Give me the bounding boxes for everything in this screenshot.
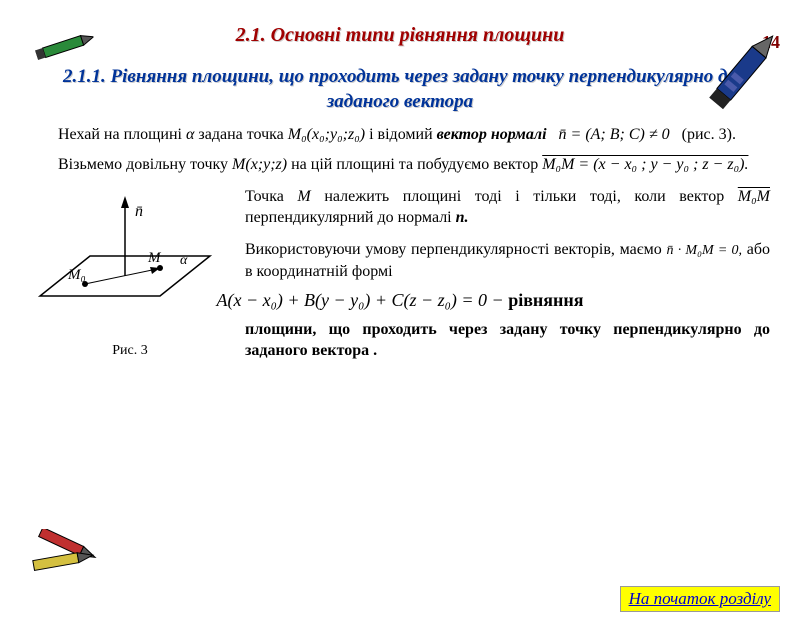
paragraph-1: Нехай на площині α задана точка M₀(x₀;y₀… bbox=[30, 124, 770, 146]
equation-text: A(x − x₀) + B(y − y₀) + C(z − z₀) = 0 − bbox=[216, 290, 503, 310]
text: Візьмемо довільну точку bbox=[58, 156, 232, 173]
crayon-icon bbox=[25, 529, 105, 574]
bold-term: вектор нормалі bbox=[437, 126, 547, 143]
point-m: M(x;y;z) bbox=[232, 156, 287, 173]
svg-text:n̄: n̄ bbox=[135, 203, 143, 220]
text: і відомий bbox=[365, 126, 437, 143]
text: задана точка bbox=[194, 126, 287, 143]
back-to-section-link[interactable]: На початок розділу bbox=[620, 586, 780, 612]
text: належить площині тоді і тільки тоді, кол… bbox=[311, 188, 738, 205]
paragraph-4: Використовуючи умову перпендикулярності … bbox=[245, 239, 770, 282]
formula-m0m: M₀M = (x − x₀ ; y − y₀ ; z − z₀). bbox=[542, 156, 748, 173]
n-bold: n. bbox=[456, 209, 469, 226]
figure-caption: Рис. 3 bbox=[30, 343, 230, 359]
eq-label: рівняння bbox=[508, 290, 583, 310]
point-m0: M₀(x₀;y₀;z₀) bbox=[288, 126, 365, 143]
paragraph-3: Точка M належить площині тоді і тільки т… bbox=[245, 186, 770, 229]
figure-3: n̄ M₀ M α Рис. 3 bbox=[30, 186, 230, 356]
section-title: 2.1. Основні типи рівняння площини bbox=[0, 24, 800, 47]
svg-text:M₀: M₀ bbox=[67, 267, 86, 283]
vec-m0m: M₀M bbox=[738, 188, 770, 205]
text: Точка bbox=[245, 188, 297, 205]
conclusion: площини, що проходить через задану точку… bbox=[245, 319, 770, 362]
formula-dot: n̄ · M₀M = 0, bbox=[666, 243, 742, 258]
text: площини, що проходить через задану точку… bbox=[245, 321, 770, 360]
text: (рис. 3). bbox=[682, 126, 736, 143]
svg-text:M: M bbox=[147, 250, 162, 266]
subsection-title: 2.1.1. Рівняння площини, що проходить че… bbox=[60, 65, 740, 114]
svg-text:α: α bbox=[180, 253, 188, 268]
text: перпендикулярний до нормалі bbox=[245, 209, 456, 226]
text: Нехай на площині bbox=[58, 126, 186, 143]
m-ital: M bbox=[297, 188, 310, 205]
paragraph-2: Візьмемо довільну точку M(x;y;z) на цій … bbox=[30, 154, 770, 176]
formula-normal: n̄ = (A; B; C) ≠ 0 bbox=[559, 126, 670, 143]
text: на цій площині та побудуємо вектор bbox=[287, 156, 542, 173]
text: Використовуючи умову перпендикулярності … bbox=[245, 241, 666, 258]
